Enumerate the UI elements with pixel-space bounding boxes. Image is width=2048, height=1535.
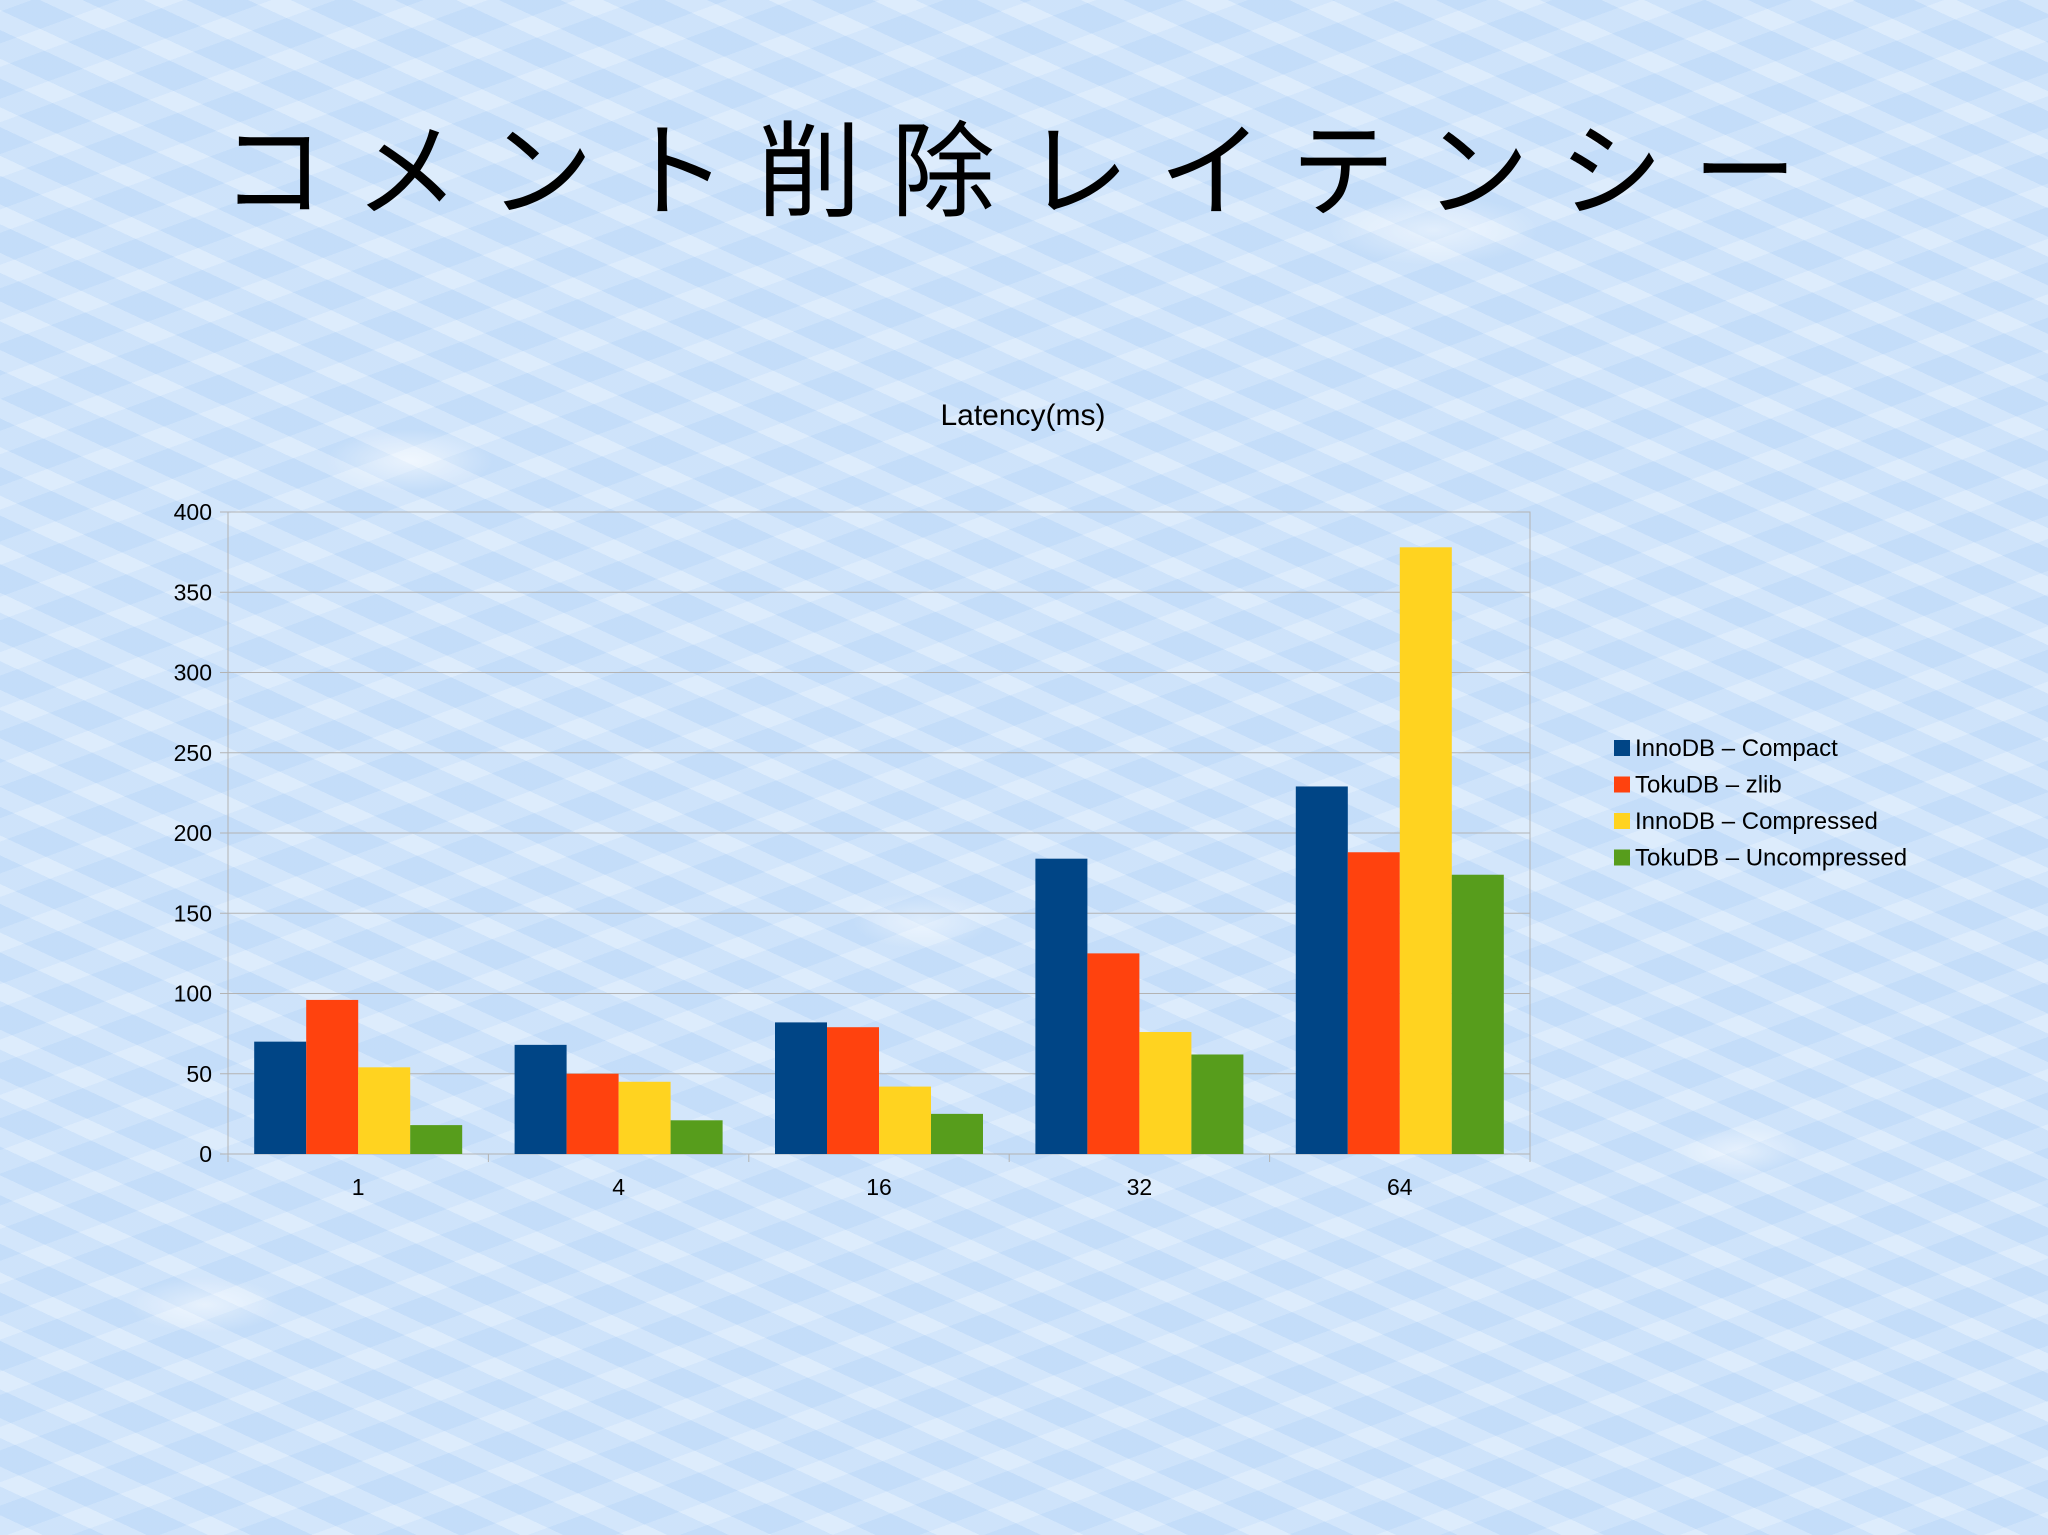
bar: [514, 1044, 567, 1154]
y-tick-label: 100: [174, 981, 212, 1007]
y-tick-label: 150: [174, 900, 212, 926]
bar: [618, 1081, 671, 1154]
bars: [254, 547, 1504, 1154]
y-tick-label: 300: [174, 660, 212, 686]
bar: [1087, 953, 1140, 1154]
y-tick-label: 200: [174, 820, 212, 846]
legend-swatch: [1614, 849, 1630, 866]
bar: [566, 1073, 619, 1154]
x-tick-label: 4: [612, 1174, 625, 1200]
y-tick-label: 400: [174, 499, 212, 525]
bar: [931, 1113, 983, 1154]
bar: [879, 1086, 931, 1154]
legend-label: InnoDB – Compressed: [1635, 808, 1878, 835]
y-tick-label: 50: [186, 1061, 212, 1087]
x-tick-label: 32: [1127, 1174, 1153, 1200]
slide-title: コメント削除レイテンシー: [221, 111, 1827, 233]
bar: [410, 1125, 463, 1154]
legend-swatch: [1614, 776, 1630, 793]
chart-title: Latency(ms): [940, 399, 1105, 432]
bar: [1295, 786, 1348, 1154]
bar: [254, 1041, 307, 1154]
bar: [670, 1120, 723, 1154]
bar: [775, 1022, 827, 1154]
axes: 0 50 100 150 200 250 300 350 400 1 4 16 32 64: [174, 499, 1531, 1200]
bar: [1191, 1054, 1244, 1154]
bar: [1451, 874, 1504, 1154]
bar: [358, 1067, 411, 1154]
x-tick-label: 16: [866, 1174, 892, 1200]
x-tick-label: 64: [1387, 1174, 1413, 1200]
y-tick-label: 0: [199, 1141, 212, 1167]
bar: [1399, 547, 1452, 1154]
x-tick-label: 1: [352, 1174, 365, 1200]
bar: [306, 999, 359, 1154]
bar: [1347, 852, 1400, 1154]
legend: InnoDB – Compact TokuDB – zlib InnoDB – Co…: [1614, 735, 1907, 872]
legend-label: InnoDB – Compact: [1635, 735, 1838, 762]
y-tick-label: 250: [174, 740, 212, 766]
legend-swatch: [1614, 740, 1630, 756]
bar: [1035, 858, 1088, 1154]
bar: [827, 1027, 879, 1154]
legend-label: TokuDB – zlib: [1635, 772, 1782, 799]
bar: [1139, 1032, 1192, 1154]
y-tick-label: 350: [174, 579, 212, 605]
legend-swatch: [1614, 813, 1630, 829]
legend-label: TokuDB – Uncompressed: [1635, 845, 1907, 872]
